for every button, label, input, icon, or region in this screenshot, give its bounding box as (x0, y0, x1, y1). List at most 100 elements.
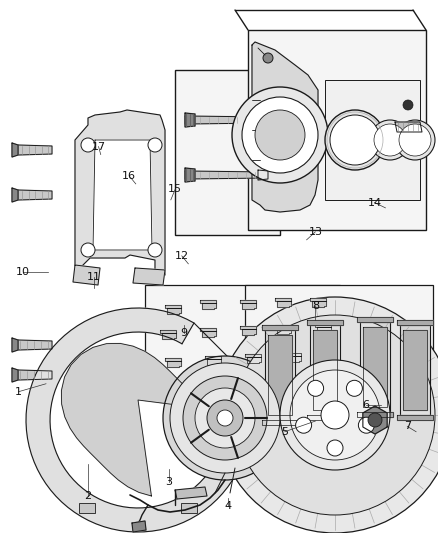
Polygon shape (165, 305, 181, 314)
Polygon shape (185, 168, 195, 182)
Polygon shape (240, 300, 256, 309)
Text: 1: 1 (15, 387, 22, 397)
Circle shape (148, 243, 162, 257)
Circle shape (399, 124, 431, 156)
Circle shape (170, 363, 280, 473)
Polygon shape (252, 42, 318, 212)
Bar (145, 285, 340, 400)
Circle shape (148, 138, 162, 152)
Text: 17: 17 (92, 142, 106, 151)
Polygon shape (160, 330, 176, 339)
Polygon shape (132, 521, 146, 532)
Polygon shape (12, 143, 18, 157)
Circle shape (374, 124, 406, 156)
Text: 5: 5 (281, 427, 288, 437)
Circle shape (81, 138, 95, 152)
Circle shape (235, 315, 435, 515)
Polygon shape (397, 415, 433, 420)
Circle shape (195, 388, 255, 448)
Text: 3: 3 (165, 478, 172, 487)
Polygon shape (315, 324, 331, 333)
Polygon shape (18, 145, 52, 155)
Circle shape (207, 400, 243, 436)
Circle shape (358, 417, 374, 433)
Circle shape (346, 381, 362, 397)
Polygon shape (12, 188, 18, 202)
Polygon shape (12, 338, 18, 352)
Polygon shape (310, 325, 340, 415)
Circle shape (325, 110, 385, 170)
Text: 7: 7 (404, 422, 411, 431)
Polygon shape (61, 343, 204, 496)
Polygon shape (185, 113, 195, 127)
Bar (175, 70, 280, 235)
Bar (325, 80, 420, 200)
Circle shape (232, 87, 328, 183)
Circle shape (368, 413, 382, 427)
Polygon shape (307, 320, 343, 325)
Circle shape (183, 376, 267, 460)
Polygon shape (133, 268, 165, 285)
Circle shape (290, 370, 380, 460)
Polygon shape (363, 406, 387, 434)
Text: 8: 8 (312, 302, 319, 311)
Polygon shape (258, 170, 268, 180)
Polygon shape (313, 330, 337, 410)
Polygon shape (318, 352, 334, 361)
Polygon shape (258, 115, 268, 125)
Bar (248, 30, 426, 230)
Text: 12: 12 (175, 251, 189, 261)
Polygon shape (200, 300, 216, 309)
Polygon shape (18, 370, 52, 380)
Circle shape (370, 120, 410, 160)
Polygon shape (397, 320, 433, 325)
Polygon shape (205, 356, 221, 365)
Bar (245, 285, 433, 460)
Polygon shape (26, 308, 250, 532)
Text: 13: 13 (308, 227, 322, 237)
Polygon shape (357, 317, 393, 322)
Polygon shape (200, 328, 216, 337)
Polygon shape (18, 340, 52, 350)
Polygon shape (310, 298, 326, 307)
Polygon shape (73, 265, 100, 285)
Polygon shape (275, 325, 291, 334)
Polygon shape (165, 358, 181, 367)
Text: 11: 11 (87, 272, 101, 282)
Polygon shape (185, 116, 268, 124)
Polygon shape (245, 354, 261, 363)
Polygon shape (285, 353, 301, 362)
Circle shape (327, 440, 343, 456)
Bar (79, 503, 95, 513)
Polygon shape (268, 335, 292, 415)
Circle shape (263, 53, 273, 63)
Polygon shape (262, 420, 298, 425)
Polygon shape (275, 298, 291, 307)
Polygon shape (175, 487, 207, 499)
Polygon shape (360, 322, 390, 412)
Polygon shape (307, 415, 343, 420)
Bar (181, 503, 197, 513)
Text: 4: 4 (224, 502, 231, 511)
Text: 14: 14 (367, 198, 381, 207)
Circle shape (163, 356, 287, 480)
Polygon shape (12, 368, 18, 382)
Polygon shape (262, 325, 298, 330)
Text: 10: 10 (16, 267, 30, 277)
Circle shape (330, 115, 380, 165)
Circle shape (296, 417, 311, 433)
Text: 2: 2 (84, 491, 91, 500)
Polygon shape (185, 171, 268, 179)
Circle shape (403, 100, 413, 110)
Circle shape (242, 97, 318, 173)
Polygon shape (400, 325, 430, 415)
Circle shape (307, 381, 324, 397)
Polygon shape (240, 326, 256, 335)
Circle shape (280, 360, 390, 470)
Text: 9: 9 (180, 328, 187, 338)
Circle shape (395, 120, 435, 160)
Text: 6: 6 (362, 400, 369, 410)
Text: 15: 15 (168, 184, 182, 194)
Circle shape (81, 243, 95, 257)
Polygon shape (75, 110, 165, 278)
